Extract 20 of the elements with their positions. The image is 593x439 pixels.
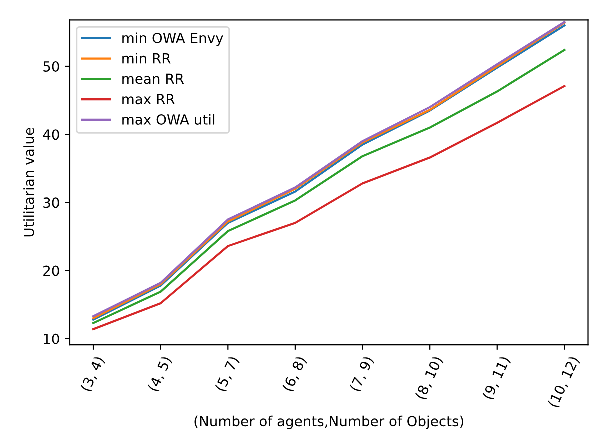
- y-tick-label: 10: [44, 334, 60, 344]
- legend-label: mean RR: [122, 74, 184, 84]
- y-tick-label: 50: [44, 61, 60, 72]
- y-tick-label: 40: [43, 130, 60, 140]
- y-tick-label: 20: [44, 266, 60, 276]
- legend-label: max RR: [122, 94, 175, 105]
- x-tick-label: (4, 5): [147, 356, 174, 393]
- x-tick-label: (3, 4): [80, 356, 106, 393]
- x-tick-label: (9, 11): [482, 356, 512, 401]
- legend-label: max OWA util: [122, 114, 215, 125]
- x-axis-title: (Number of agents,Number of Objects): [194, 416, 464, 430]
- x-tick-label: (6, 8): [282, 356, 308, 393]
- y-tick-label: 30: [44, 198, 60, 208]
- x-tick-label: (7, 9): [349, 356, 376, 393]
- x-tick-label: (5, 7): [214, 356, 241, 393]
- x-tick-label: (10, 12): [548, 356, 581, 409]
- x-tick-label: (8, 10): [414, 356, 444, 401]
- legend-label: min RR: [122, 53, 171, 64]
- legend-label: min OWA Envy: [122, 32, 224, 46]
- y-axis-title: Utilitarian value: [24, 128, 34, 237]
